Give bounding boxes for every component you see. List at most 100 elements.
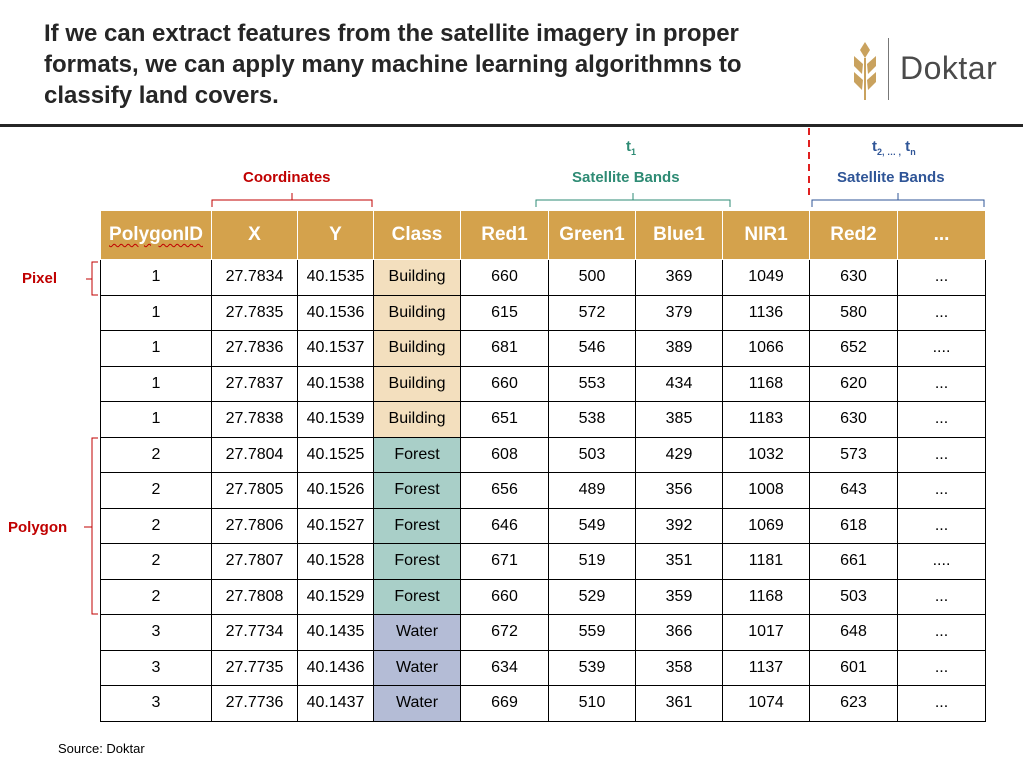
table-cell: 27.7836 — [211, 330, 298, 367]
table-row: 2 27.7804 40.1525 Forest 608 503 429 1032 573... — [100, 436, 986, 473]
class-cell: Building — [373, 330, 461, 367]
table-cell: 661 — [809, 543, 898, 580]
wheat-icon — [854, 42, 876, 100]
logo-divider — [888, 38, 889, 100]
table-cell: 500 — [548, 259, 636, 296]
table-cell: 652 — [809, 330, 898, 367]
table-cell: 660 — [460, 259, 549, 296]
class-cell: Forest — [373, 543, 461, 580]
doktar-logo: Doktar — [850, 38, 1020, 104]
table-cell: 366 — [635, 614, 723, 651]
class-cell: Building — [373, 401, 461, 438]
table-cell: 2 — [100, 472, 212, 509]
table-cell: 392 — [635, 507, 723, 544]
table-cell: 3 — [100, 614, 212, 651]
class-cell: Building — [373, 365, 461, 402]
table-cell: 27.7838 — [211, 401, 298, 438]
table-cell: 429 — [635, 436, 723, 473]
source-note: Source: Doktar — [58, 741, 145, 756]
table-cell: 27.7834 — [211, 259, 298, 296]
table-cell: 1 — [100, 401, 212, 438]
table-cell: 489 — [548, 472, 636, 509]
table-cell: 359 — [635, 578, 723, 615]
table-cell: ... — [897, 294, 986, 331]
table-cell: 615 — [460, 294, 549, 331]
table-cell: ... — [897, 507, 986, 544]
table-row: 3 27.7735 40.1436 Water 634 539 358 1137 601... — [100, 649, 986, 686]
table-cell: 672 — [460, 614, 549, 651]
table-cell: 539 — [548, 649, 636, 686]
table-cell: 618 — [809, 507, 898, 544]
class-cell: Forest — [373, 472, 461, 509]
satellite-bands-1-label: Satellite Bands — [572, 169, 680, 186]
table-cell: 40.1527 — [297, 507, 374, 544]
table-cell: 27.7806 — [211, 507, 298, 544]
table-cell: 2 — [100, 436, 212, 473]
table-cell: 669 — [460, 685, 549, 722]
table-row: 1 27.7838 40.1539 Building 651 538 385 1183 630.… — [100, 401, 986, 438]
table-cell: 648 — [809, 614, 898, 651]
table-cell: 1168 — [722, 365, 810, 402]
t2-tn-label: t2, … , tn — [872, 138, 916, 157]
table-cell: 40.1435 — [297, 614, 374, 651]
table-cell: 601 — [809, 649, 898, 686]
table-row: 2 27.7808 40.1529 Forest 660 529 359 1168 503... — [100, 578, 986, 615]
table-row: 3 27.7736 40.1437 Water 669 510 361 1074 623... — [100, 685, 986, 722]
table-cell: 40.1535 — [297, 259, 374, 296]
table-cell: 27.7807 — [211, 543, 298, 580]
table-cell: 1 — [100, 365, 212, 402]
column-header: X — [211, 210, 298, 260]
table-cell: 1017 — [722, 614, 810, 651]
table-row: 1 27.7835 40.1536 Building 615 572 379 1136 580.… — [100, 294, 986, 331]
table-row: 2 27.7805 40.1526 Forest 656 489 356 1008 643... — [100, 472, 986, 509]
table-cell: 1069 — [722, 507, 810, 544]
table-cell: 40.1525 — [297, 436, 374, 473]
table-cell: 27.7808 — [211, 578, 298, 615]
table-row: 1 27.7836 40.1537 Building 681 546 389 1066 652.… — [100, 330, 986, 367]
column-header: Blue1 — [635, 210, 723, 260]
table-cell: 40.1539 — [297, 401, 374, 438]
logo-text: Doktar — [900, 50, 998, 86]
table-cell: 40.1537 — [297, 330, 374, 367]
pixel-bracket — [86, 261, 98, 296]
table-cell: 580 — [809, 294, 898, 331]
table-cell: 546 — [548, 330, 636, 367]
table-cell: 660 — [460, 578, 549, 615]
table-cell: 40.1529 — [297, 578, 374, 615]
table-cell: 40.1437 — [297, 685, 374, 722]
table-cell: 549 — [548, 507, 636, 544]
table-cell: 1136 — [722, 294, 810, 331]
table-cell: 646 — [460, 507, 549, 544]
table-cell: 2 — [100, 543, 212, 580]
table-cell: 1032 — [722, 436, 810, 473]
table-cell: 40.1528 — [297, 543, 374, 580]
table-cell: 389 — [635, 330, 723, 367]
table-cell: 1183 — [722, 401, 810, 438]
class-cell: Water — [373, 649, 461, 686]
column-header: Red1 — [460, 210, 549, 260]
table-cell: 660 — [460, 365, 549, 402]
table-row: 1 27.7834 40.1535 Building 660 500 369 1049 630.… — [100, 259, 986, 296]
table-cell: 40.1536 — [297, 294, 374, 331]
class-cell: Water — [373, 685, 461, 722]
table-cell: 379 — [635, 294, 723, 331]
class-cell: Water — [373, 614, 461, 651]
table-cell: 40.1538 — [297, 365, 374, 402]
table-cell: 538 — [548, 401, 636, 438]
column-header: Class — [373, 210, 461, 260]
table-cell: 623 — [809, 685, 898, 722]
table-row: 2 27.7807 40.1528 Forest 671 519 351 1181 661...… — [100, 543, 986, 580]
table-cell: ... — [897, 259, 986, 296]
table-cell: 671 — [460, 543, 549, 580]
table-cell: 519 — [548, 543, 636, 580]
table-cell: ... — [897, 685, 986, 722]
table-cell: 1137 — [722, 649, 810, 686]
column-header: ... — [897, 210, 986, 260]
polygon-label: Polygon — [8, 519, 68, 536]
table-cell: 529 — [548, 578, 636, 615]
coordinates-bracket — [211, 193, 373, 207]
slide-title: If we can extract features from the sate… — [44, 20, 742, 109]
table-cell: 351 — [635, 543, 723, 580]
table-cell: 27.7805 — [211, 472, 298, 509]
